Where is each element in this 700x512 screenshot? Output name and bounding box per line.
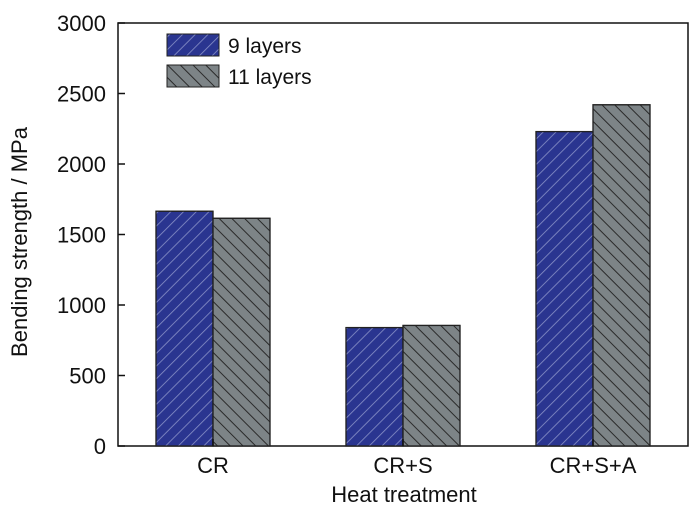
- legend: 9 layers 11 layers: [166, 33, 312, 89]
- legend-swatch-11-layers-hatch: [166, 64, 220, 88]
- legend-swatch-9-layers-hatch: [166, 33, 220, 57]
- y-tick-label: 3000: [57, 11, 106, 36]
- x-axis: CR CR+S CR+S+A: [197, 439, 637, 478]
- bar-hatch-cr-11-layers: [212, 217, 271, 447]
- bar-hatch-cr-s-11-layers: [402, 324, 461, 447]
- legend-label-11-layers: 11 layers: [228, 66, 312, 89]
- bar-hatch-cr-s-9-layers: [345, 326, 404, 447]
- bar-hatch-cr-s-a-9-layers: [535, 130, 594, 447]
- y-axis: 0 500 1000 1500 2000 2500 3000: [57, 11, 125, 459]
- y-tick-label: 1000: [57, 293, 106, 318]
- x-axis-title: Heat treatment: [331, 482, 477, 507]
- x-tick-label: CR+S: [373, 453, 432, 478]
- x-tick-label: CR: [197, 453, 229, 478]
- y-tick-label: 2000: [57, 152, 106, 177]
- legend-label-9-layers: 9 layers: [228, 35, 302, 58]
- bars-group: [155, 104, 651, 447]
- bar-hatch-cr-9-layers: [155, 210, 214, 447]
- y-tick-label: 2500: [57, 82, 106, 107]
- x-tick-label: CR+S+A: [550, 453, 637, 478]
- y-tick-label: 1500: [57, 223, 106, 248]
- bar-hatch-cr-s-a-11-layers: [592, 104, 651, 447]
- y-tick-label: 500: [69, 364, 106, 389]
- y-tick-label: 0: [94, 434, 106, 459]
- y-axis-title: Bending strength / MPa: [7, 126, 32, 357]
